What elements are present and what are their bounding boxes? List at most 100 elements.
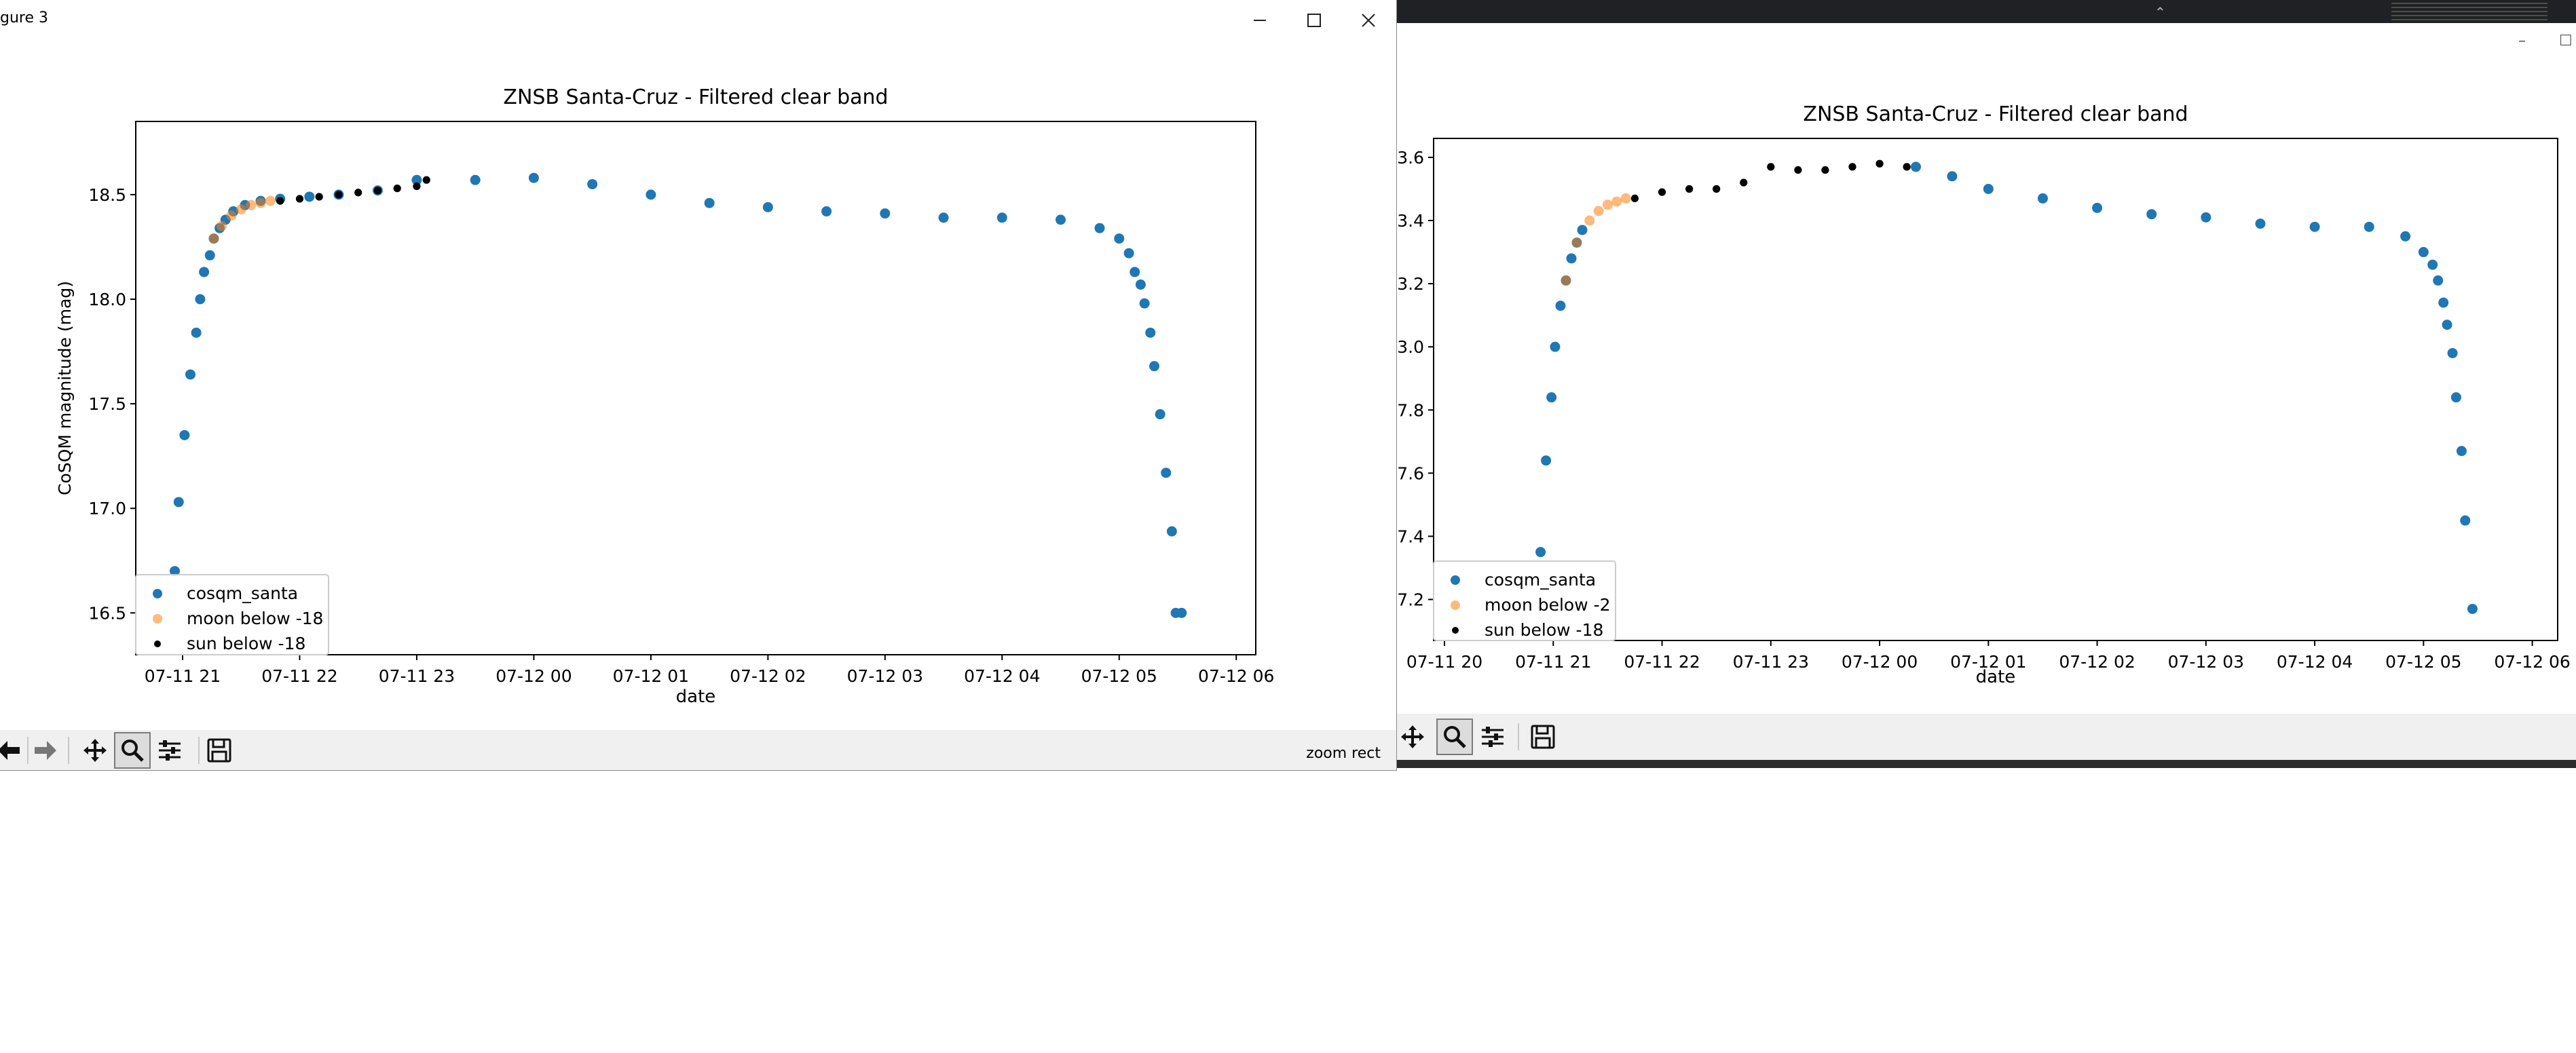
y-tick-label: 7.2 (1397, 590, 1424, 609)
y-tick-label: 18.0 (88, 290, 126, 309)
data-point (1584, 215, 1595, 226)
data-point (2309, 221, 2320, 232)
secondary-toolbar (1397, 714, 2576, 760)
data-point (185, 369, 195, 380)
data-point (1658, 188, 1666, 196)
data-point (295, 195, 304, 203)
data-point (1947, 171, 1958, 182)
legend-label: sun below -18 (1485, 620, 1603, 640)
maximize-icon[interactable]: ☐ (2559, 33, 2573, 50)
legend-box (135, 574, 329, 655)
data-point (2201, 212, 2211, 223)
maximize-icon[interactable] (1287, 0, 1341, 41)
data-point (1611, 196, 1622, 207)
chevron-up-icon[interactable]: ⌃ (2154, 4, 2166, 20)
zoom-magnifier-icon[interactable] (1436, 719, 1473, 755)
data-point (528, 172, 539, 183)
data-point (2255, 218, 2266, 229)
data-point (2433, 275, 2444, 286)
legend-marker (153, 589, 162, 598)
data-point (1130, 267, 1140, 277)
data-point (1685, 185, 1694, 193)
data-point (2037, 193, 2048, 204)
data-point (1114, 233, 1125, 244)
x-tick-label: 07-11 20 (1406, 652, 1482, 672)
x-tick-label: 07-12 05 (2385, 652, 2461, 672)
window-titlebar[interactable]: gure 3 (0, 0, 1396, 41)
secondary-figure-window[interactable]: ⌃ – ☐ ZNSB Santa-Cruz - Filtered clear b… (1397, 0, 2576, 768)
minimize-icon[interactable]: – (2518, 33, 2526, 50)
data-point (1875, 159, 1884, 168)
minimize-icon[interactable] (1233, 0, 1287, 41)
data-point (1740, 178, 1748, 187)
data-point (2456, 446, 2467, 457)
legend-marker (154, 640, 161, 647)
data-point (1848, 163, 1856, 171)
navigation-toolbar: zoom rect (0, 730, 1396, 770)
save-disk-icon[interactable] (1525, 719, 1561, 755)
data-point (413, 182, 421, 191)
window-title: gure 3 (0, 9, 48, 26)
data-point (1550, 341, 1561, 352)
secondary-chart: ZNSB Santa-Cruz - Filtered clear band 3.6… (1397, 102, 2571, 687)
data-point (1713, 185, 1721, 193)
data-point (2092, 202, 2103, 213)
close-icon[interactable] (1341, 0, 1396, 41)
toolbar-separator (27, 737, 29, 764)
data-point (1620, 193, 1631, 204)
data-point (880, 208, 891, 219)
pan-move-icon[interactable] (77, 732, 113, 769)
figure-window[interactable]: gure 3 ZNSB Santa-Cruz - Filtered clear … (0, 0, 1397, 771)
configure-subplots-icon[interactable] (1474, 719, 1511, 755)
data-point (1546, 392, 1557, 403)
data-point (216, 221, 227, 231)
legend-label: moon below -18 (187, 609, 323, 628)
data-point (1555, 301, 1566, 311)
plot-canvas[interactable]: ZNSB Santa-Cruz - Filtered clear band 16.… (0, 41, 1396, 730)
data-point (1630, 194, 1639, 203)
legend-marker (1451, 575, 1460, 585)
code-preview (2391, 3, 2547, 20)
data-point (2447, 347, 2458, 358)
x-tick-label: 07-12 03 (2168, 652, 2244, 672)
data-point (646, 189, 656, 200)
pan-move-icon[interactable] (1397, 719, 1431, 755)
data-point (373, 187, 382, 195)
zoom-magnifier-icon[interactable] (114, 732, 151, 769)
data-point (1155, 409, 1165, 420)
data-point (265, 195, 276, 206)
x-tick-label: 07-12 01 (613, 666, 689, 686)
toolbar-status-text: zoom rect (1306, 745, 1381, 762)
save-disk-icon[interactable] (201, 732, 238, 769)
data-point (2442, 320, 2452, 330)
x-axis-label: date (676, 687, 716, 707)
data-point (821, 206, 832, 217)
x-tick-label: 07-12 02 (730, 666, 806, 686)
legend-marker (1451, 600, 1460, 610)
data-point (199, 267, 210, 277)
data-point (1056, 214, 1066, 225)
forward-arrow-icon[interactable] (27, 732, 64, 769)
x-axis-label: date (1976, 667, 2016, 687)
data-point (1602, 199, 1613, 210)
data-point (195, 294, 206, 305)
secondary-window-titlebar[interactable]: – ☐ (1397, 23, 2576, 61)
data-point (1166, 526, 1177, 537)
data-point (354, 189, 362, 197)
data-point (276, 197, 284, 205)
toolbar-separator (1518, 723, 1519, 750)
data-point (179, 429, 190, 440)
configure-subplots-icon[interactable] (151, 732, 188, 769)
data-point (315, 193, 323, 201)
back-arrow-icon[interactable] (0, 732, 27, 769)
axes-frame (135, 121, 1256, 655)
data-point (173, 497, 184, 508)
x-tick-label: 07-11 22 (1624, 652, 1700, 672)
data-point (1161, 467, 1172, 478)
data-point (1176, 607, 1187, 618)
secondary-plot-canvas[interactable]: ZNSB Santa-Cruz - Filtered clear band 3.6… (1397, 61, 2576, 714)
data-point (1577, 225, 1588, 235)
data-point (1794, 166, 1802, 174)
x-tick-label: 07-11 22 (261, 666, 337, 686)
